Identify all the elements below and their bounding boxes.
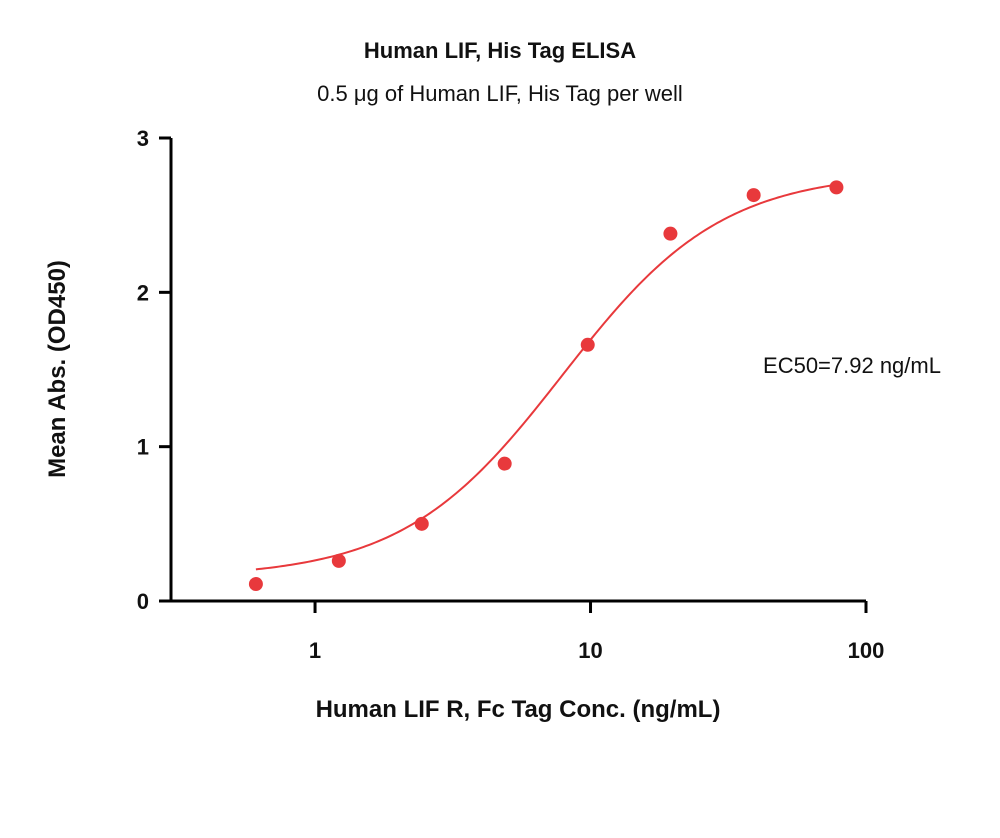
x-ticks: 1 10 100 bbox=[309, 601, 884, 663]
data-point bbox=[829, 180, 844, 195]
data-point bbox=[663, 226, 678, 241]
y-tick-label: 0 bbox=[137, 589, 149, 614]
chart-title: Human LIF, His Tag ELISA bbox=[364, 38, 636, 63]
data-point bbox=[331, 553, 346, 568]
axes bbox=[169, 138, 866, 603]
y-tick-label: 1 bbox=[137, 435, 149, 460]
data-point bbox=[248, 577, 263, 592]
ec50-annotation: EC50=7.92 ng/mL bbox=[763, 353, 941, 378]
x-tick-label: 100 bbox=[848, 638, 885, 663]
y-tick-label: 3 bbox=[137, 126, 149, 151]
x-tick-label: 1 bbox=[309, 638, 321, 663]
x-axis-label: Human LIF R, Fc Tag Conc. (ng/mL) bbox=[316, 696, 721, 723]
y-ticks: 0 1 2 3 bbox=[137, 126, 171, 614]
data-points bbox=[248, 180, 844, 592]
data-point bbox=[746, 188, 761, 203]
x-tick-label: 10 bbox=[578, 638, 602, 663]
y-axis-label: Mean Abs. (OD450) bbox=[44, 260, 71, 478]
data-point bbox=[580, 337, 595, 352]
fit-curve bbox=[255, 183, 837, 571]
data-point bbox=[414, 516, 429, 531]
data-point bbox=[497, 456, 512, 471]
y-tick-label: 2 bbox=[137, 280, 149, 305]
chart-subtitle: 0.5 μg of Human LIF, His Tag per well bbox=[317, 81, 683, 106]
